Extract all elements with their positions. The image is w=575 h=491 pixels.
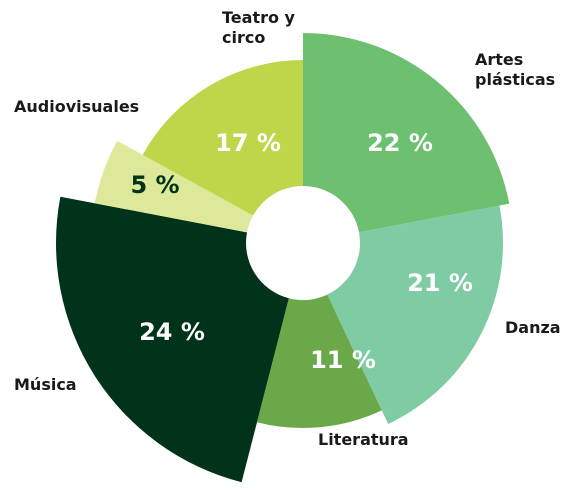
value-label: 17 %	[215, 129, 281, 157]
pie-slice	[327, 205, 504, 424]
value-label: 11 %	[310, 346, 376, 374]
category-label: Danza	[505, 318, 561, 337]
category-label: Literatura	[318, 430, 409, 449]
category-label: Teatro y circo	[222, 8, 295, 47]
value-label: 21 %	[407, 269, 473, 297]
value-label: 22 %	[367, 129, 433, 157]
value-label: 24 %	[139, 318, 205, 346]
category-label: Música	[14, 375, 77, 394]
pie-slice	[303, 33, 510, 233]
category-label: Audiovisuales	[14, 97, 140, 116]
pie-slice	[142, 60, 303, 216]
pie-slice	[94, 140, 254, 233]
category-label: Artes plásticas	[475, 50, 556, 89]
value-label: 5 %	[130, 171, 180, 199]
pie-slice	[55, 196, 289, 483]
pie-slice	[256, 294, 382, 429]
